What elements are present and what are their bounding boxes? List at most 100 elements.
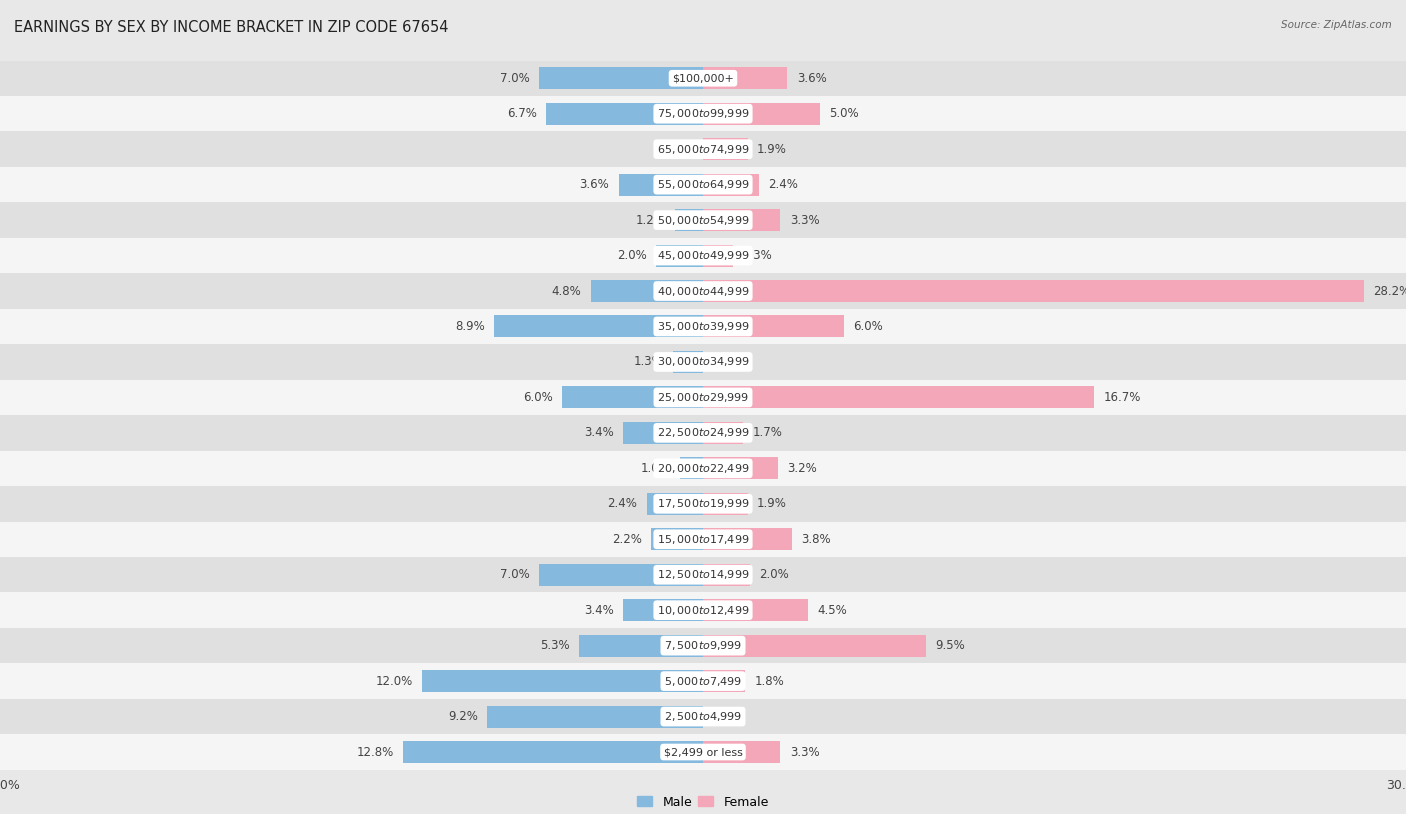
Bar: [488, 706, 703, 728]
Bar: [703, 68, 787, 90]
Text: 2.2%: 2.2%: [612, 532, 643, 545]
Text: 16.7%: 16.7%: [1104, 391, 1142, 404]
Text: 2.0%: 2.0%: [617, 249, 647, 262]
Bar: [703, 244, 734, 266]
Bar: [657, 244, 703, 266]
Bar: [0, 593, 1406, 628]
Bar: [703, 492, 748, 514]
Text: $5,000 to $7,499: $5,000 to $7,499: [664, 675, 742, 688]
Bar: [579, 635, 703, 657]
Bar: [703, 422, 742, 444]
Text: $65,000 to $74,999: $65,000 to $74,999: [657, 142, 749, 155]
Bar: [0, 309, 1406, 344]
Bar: [703, 103, 820, 125]
Text: 2.0%: 2.0%: [759, 568, 789, 581]
Text: 6.0%: 6.0%: [523, 391, 553, 404]
Text: 0.0%: 0.0%: [713, 356, 742, 369]
Text: $35,000 to $39,999: $35,000 to $39,999: [657, 320, 749, 333]
Text: $45,000 to $49,999: $45,000 to $49,999: [657, 249, 749, 262]
Text: 1.8%: 1.8%: [755, 675, 785, 688]
Bar: [703, 457, 778, 479]
Text: $2,499 or less: $2,499 or less: [664, 747, 742, 757]
Bar: [703, 528, 792, 550]
Bar: [619, 173, 703, 195]
Text: 12.0%: 12.0%: [375, 675, 412, 688]
Bar: [703, 316, 844, 338]
Bar: [0, 379, 1406, 415]
Bar: [0, 699, 1406, 734]
Bar: [0, 628, 1406, 663]
Text: 3.6%: 3.6%: [797, 72, 827, 85]
Bar: [0, 522, 1406, 557]
Text: 6.7%: 6.7%: [506, 107, 537, 120]
Text: 1.9%: 1.9%: [756, 497, 787, 510]
Bar: [538, 564, 703, 586]
Text: 4.8%: 4.8%: [551, 285, 581, 298]
Text: 2.4%: 2.4%: [769, 178, 799, 191]
Text: $20,000 to $22,499: $20,000 to $22,499: [657, 462, 749, 475]
Text: 8.9%: 8.9%: [456, 320, 485, 333]
Bar: [703, 635, 925, 657]
Text: 3.6%: 3.6%: [579, 178, 609, 191]
Text: $10,000 to $12,499: $10,000 to $12,499: [657, 604, 749, 617]
Bar: [703, 564, 749, 586]
Text: 3.4%: 3.4%: [585, 604, 614, 617]
Text: 2.4%: 2.4%: [607, 497, 637, 510]
Text: $30,000 to $34,999: $30,000 to $34,999: [657, 356, 749, 369]
Text: 1.2%: 1.2%: [636, 213, 665, 226]
Bar: [0, 415, 1406, 451]
Bar: [0, 451, 1406, 486]
Bar: [703, 599, 808, 621]
Bar: [675, 209, 703, 231]
Text: 28.2%: 28.2%: [1374, 285, 1406, 298]
Bar: [703, 280, 1364, 302]
Bar: [538, 68, 703, 90]
Bar: [651, 528, 703, 550]
Text: 7.0%: 7.0%: [501, 568, 530, 581]
Bar: [703, 741, 780, 763]
Bar: [679, 457, 703, 479]
Bar: [0, 486, 1406, 522]
Text: $55,000 to $64,999: $55,000 to $64,999: [657, 178, 749, 191]
Text: 1.9%: 1.9%: [756, 142, 787, 155]
Bar: [495, 316, 703, 338]
Bar: [0, 557, 1406, 593]
Bar: [647, 492, 703, 514]
Bar: [623, 422, 703, 444]
Text: 0.0%: 0.0%: [713, 710, 742, 723]
Text: $2,500 to $4,999: $2,500 to $4,999: [664, 710, 742, 723]
Text: $25,000 to $29,999: $25,000 to $29,999: [657, 391, 749, 404]
Text: $22,500 to $24,999: $22,500 to $24,999: [657, 427, 749, 440]
Text: 3.4%: 3.4%: [585, 427, 614, 440]
Text: 1.3%: 1.3%: [634, 356, 664, 369]
Legend: Male, Female: Male, Female: [633, 790, 773, 814]
Text: $100,000+: $100,000+: [672, 73, 734, 83]
Text: 6.0%: 6.0%: [853, 320, 883, 333]
Bar: [672, 351, 703, 373]
Bar: [703, 209, 780, 231]
Text: $50,000 to $54,999: $50,000 to $54,999: [657, 213, 749, 226]
Bar: [0, 238, 1406, 274]
Text: 4.5%: 4.5%: [818, 604, 848, 617]
Text: 3.3%: 3.3%: [790, 213, 820, 226]
Text: 5.3%: 5.3%: [540, 639, 569, 652]
Text: $17,500 to $19,999: $17,500 to $19,999: [657, 497, 749, 510]
Bar: [0, 131, 1406, 167]
Text: 1.0%: 1.0%: [641, 462, 671, 475]
Bar: [591, 280, 703, 302]
Text: 0.0%: 0.0%: [664, 142, 693, 155]
Text: 5.0%: 5.0%: [830, 107, 859, 120]
Bar: [0, 274, 1406, 309]
Text: $7,500 to $9,999: $7,500 to $9,999: [664, 639, 742, 652]
Bar: [0, 167, 1406, 203]
Text: 3.2%: 3.2%: [787, 462, 817, 475]
Bar: [703, 387, 1094, 409]
Bar: [703, 173, 759, 195]
Bar: [422, 670, 703, 692]
Bar: [562, 387, 703, 409]
Bar: [0, 734, 1406, 770]
Bar: [404, 741, 703, 763]
Text: 9.2%: 9.2%: [449, 710, 478, 723]
Bar: [703, 138, 748, 160]
Text: 9.5%: 9.5%: [935, 639, 965, 652]
